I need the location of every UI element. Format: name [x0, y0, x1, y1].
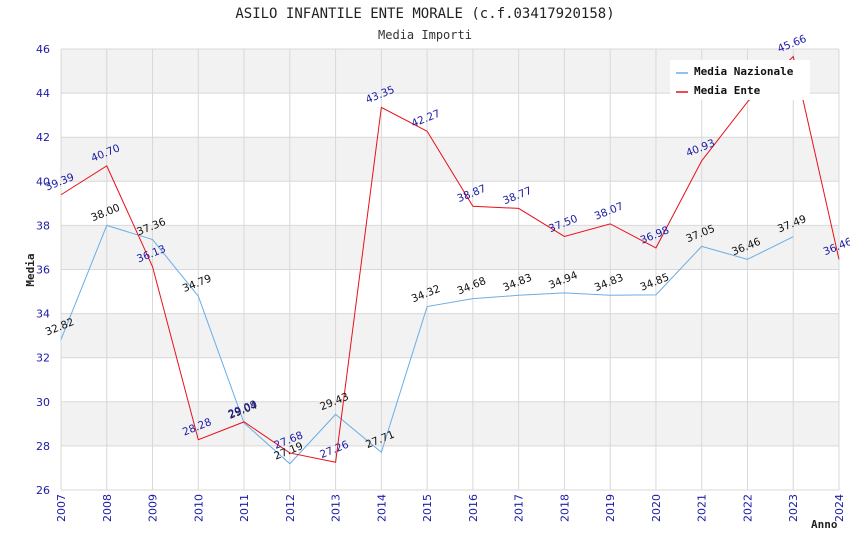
x-tick-label: 2024 [833, 494, 846, 522]
x-tick-label: 2017 [513, 494, 526, 522]
y-axis-label: Media [24, 253, 37, 286]
legend-label-media-ente: Media Ente [694, 84, 761, 97]
x-tick-label: 2008 [101, 494, 114, 522]
legend: Media Nazionale Media Ente [670, 60, 810, 100]
band-26 [61, 445, 839, 490]
band-28 [61, 401, 839, 446]
y-tick-label: 34 [36, 308, 50, 321]
band-30 [61, 357, 839, 402]
y-tick-label: 32 [36, 352, 50, 365]
band-40 [61, 137, 839, 182]
x-tick-label: 2011 [238, 494, 251, 522]
band-34 [61, 269, 839, 314]
chart-title: ASILO INFANTILE ENTE MORALE (c.f.0341792… [235, 6, 614, 22]
band-38 [61, 181, 839, 226]
y-axis-ticks: 26 28 30 32 34 36 38 40 42 44 46 [36, 43, 50, 497]
x-tick-label: 2010 [192, 494, 205, 522]
series-line-media-nazionale [60, 224, 794, 465]
y-tick-label: 44 [36, 87, 50, 100]
legend-box [670, 60, 810, 100]
band-42 [61, 93, 839, 138]
chart-subtitle: Media Importi [378, 28, 472, 42]
x-tick-label: 2009 [147, 494, 160, 522]
y-tick-label: 38 [36, 219, 50, 232]
y-tick-label: 46 [36, 43, 50, 56]
x-tick-label: 2012 [284, 494, 297, 522]
band-32 [61, 313, 839, 358]
legend-label-media-nazionale: Media Nazionale [694, 65, 794, 78]
gridlines [60, 48, 840, 491]
x-tick-label: 2022 [741, 494, 754, 522]
x-tick-label: 2020 [650, 494, 663, 522]
x-axis-ticks: 2007 2008 2009 2010 2011 2012 2013 2014 2015 2016… [55, 494, 846, 522]
x-tick-label: 2007 [55, 494, 68, 522]
y-tick-label: 36 [36, 264, 50, 277]
series-lines [60, 55, 840, 465]
y-tick-label: 26 [36, 484, 50, 497]
y-tick-label: 40 [36, 175, 50, 188]
x-tick-label: 2021 [696, 494, 709, 522]
x-tick-label: 2016 [467, 494, 480, 522]
background-bands [61, 49, 839, 490]
y-tick-label: 28 [36, 440, 50, 453]
y-tick-label: 42 [36, 131, 50, 144]
x-tick-label: 2015 [421, 494, 434, 522]
y-tick-label: 30 [36, 396, 50, 409]
x-tick-label: 2014 [375, 494, 388, 522]
x-tick-label: 2018 [558, 494, 571, 522]
x-tick-label: 2013 [330, 494, 343, 522]
x-axis-label: Anno [811, 518, 838, 531]
x-tick-label: 2023 [787, 494, 800, 522]
band-36 [61, 225, 839, 270]
x-tick-label: 2019 [604, 494, 617, 522]
series-line-media-ente [60, 55, 840, 463]
